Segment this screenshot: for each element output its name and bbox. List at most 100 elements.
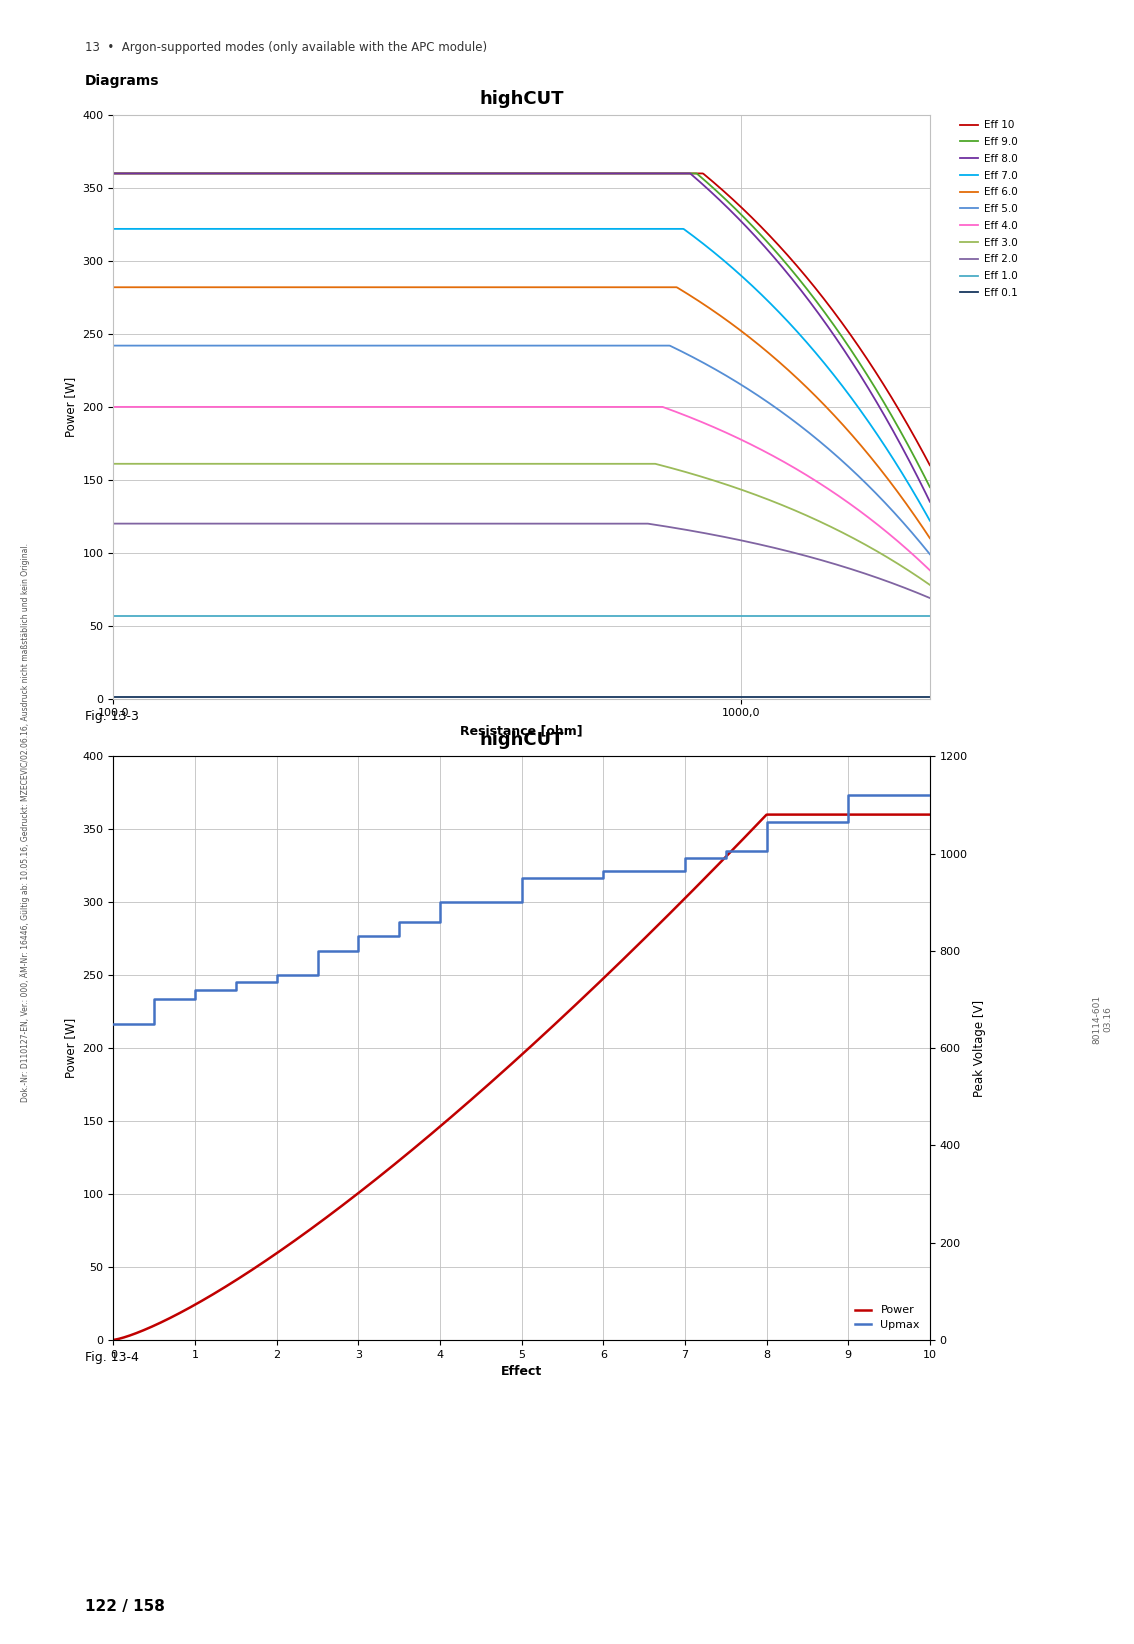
Eff 10 bbox=[191, 164, 204, 184]
Eff 9.0 bbox=[466, 164, 480, 184]
Line: Eff 4.0: Eff 4.0 bbox=[113, 408, 930, 570]
Eff 6.0 bbox=[191, 278, 204, 298]
Eff 4.0 bbox=[923, 561, 937, 580]
Eff 6.0 bbox=[107, 278, 120, 298]
Upmax bbox=[678, 848, 692, 868]
Text: 80114-601
03.16: 80114-601 03.16 bbox=[1092, 995, 1112, 1044]
Eff 0.1 bbox=[437, 687, 450, 707]
Text: 13  •  Argon-supported modes (only available with the APC module): 13 • Argon-supported modes (only availab… bbox=[85, 41, 488, 54]
Upmax bbox=[229, 980, 243, 1000]
Eff 10 bbox=[923, 455, 937, 475]
Line: Eff 8.0: Eff 8.0 bbox=[113, 174, 930, 501]
Eff 9.0 bbox=[923, 477, 937, 496]
Upmax bbox=[107, 1014, 120, 1034]
Eff 8.0 bbox=[923, 492, 937, 511]
Text: Diagrams: Diagrams bbox=[85, 74, 160, 89]
Eff 8.0 bbox=[667, 164, 680, 184]
Upmax bbox=[637, 861, 651, 881]
Line: Eff 6.0: Eff 6.0 bbox=[113, 288, 930, 538]
Eff 0.1 bbox=[466, 687, 480, 707]
Upmax bbox=[188, 990, 202, 1009]
Eff 8.0 bbox=[191, 164, 204, 184]
Eff 8.0 bbox=[107, 164, 120, 184]
Eff 7.0 bbox=[191, 219, 204, 238]
Eff 6.0 bbox=[667, 278, 680, 298]
Eff 7.0 bbox=[437, 219, 450, 238]
Upmax bbox=[923, 786, 937, 806]
Eff 4.0 bbox=[743, 434, 756, 454]
Eff 10 bbox=[758, 220, 771, 240]
Upmax bbox=[433, 912, 447, 932]
Eff 9.0 bbox=[758, 230, 771, 250]
Eff 9.0 bbox=[743, 214, 756, 233]
Eff 8.0 bbox=[437, 164, 450, 184]
Eff 4.0 bbox=[107, 398, 120, 418]
Line: Power: Power bbox=[113, 814, 930, 1340]
Power bbox=[758, 807, 771, 827]
Eff 4.0 bbox=[667, 401, 680, 421]
Y-axis label: Power [W]: Power [W] bbox=[64, 376, 77, 437]
Eff 4.0 bbox=[191, 398, 204, 418]
Eff 7.0 bbox=[107, 219, 120, 238]
Upmax bbox=[392, 912, 406, 932]
Eff 3.0 bbox=[437, 454, 450, 473]
Line: Eff 5.0: Eff 5.0 bbox=[113, 345, 930, 554]
Eff 5.0 bbox=[466, 335, 480, 355]
Eff 4.0 bbox=[758, 442, 771, 462]
Eff 3.0 bbox=[466, 454, 480, 473]
Line: Eff 2.0: Eff 2.0 bbox=[113, 524, 930, 598]
Eff 0.1 bbox=[923, 687, 937, 707]
Eff 7.0 bbox=[758, 288, 771, 307]
Legend: Power, Upmax: Power, Upmax bbox=[850, 1300, 924, 1335]
Upmax bbox=[596, 868, 610, 888]
Eff 10 bbox=[437, 164, 450, 184]
Upmax bbox=[147, 1014, 161, 1034]
Eff 7.0 bbox=[923, 511, 937, 531]
Eff 9.0 bbox=[107, 164, 120, 184]
Title: highCUT: highCUT bbox=[480, 732, 564, 750]
Line: Eff 7.0: Eff 7.0 bbox=[113, 229, 930, 521]
Eff 3.0 bbox=[923, 575, 937, 595]
Power bbox=[191, 1294, 204, 1314]
Eff 3.0 bbox=[107, 454, 120, 473]
Eff 8.0 bbox=[466, 164, 480, 184]
Eff 10 bbox=[107, 164, 120, 184]
Y-axis label: Power [W]: Power [W] bbox=[64, 1018, 77, 1078]
Eff 9.0 bbox=[437, 164, 450, 184]
X-axis label: Effect: Effect bbox=[501, 1365, 542, 1378]
Upmax bbox=[352, 940, 365, 960]
Power bbox=[466, 1088, 480, 1108]
Line: Upmax: Upmax bbox=[113, 796, 930, 1024]
Eff 8.0 bbox=[758, 237, 771, 256]
Power bbox=[923, 804, 937, 824]
Upmax bbox=[311, 940, 324, 960]
Eff 10 bbox=[743, 206, 756, 225]
Eff 4.0 bbox=[437, 398, 450, 418]
Eff 1.0 bbox=[758, 605, 771, 625]
Eff 0.1 bbox=[191, 687, 204, 707]
Eff 6.0 bbox=[466, 278, 480, 298]
X-axis label: Resistance [ohm]: Resistance [ohm] bbox=[460, 723, 583, 737]
Eff 9.0 bbox=[191, 164, 204, 184]
Eff 1.0 bbox=[191, 605, 204, 625]
Y-axis label: Peak Voltage [V]: Peak Voltage [V] bbox=[973, 1000, 987, 1097]
Upmax bbox=[188, 980, 202, 1000]
Eff 5.0 bbox=[191, 335, 204, 355]
Eff 4.0 bbox=[466, 398, 480, 418]
Eff 1.0 bbox=[466, 605, 480, 625]
Eff 3.0 bbox=[667, 459, 680, 478]
Eff 1.0 bbox=[923, 605, 937, 625]
Eff 8.0 bbox=[743, 220, 756, 240]
Eff 5.0 bbox=[667, 337, 680, 357]
Upmax bbox=[229, 973, 243, 993]
Line: Eff 10: Eff 10 bbox=[113, 174, 930, 465]
Upmax bbox=[637, 861, 651, 881]
Power bbox=[743, 822, 756, 842]
Eff 5.0 bbox=[758, 390, 771, 409]
Text: Dok.-Nr: D110127-EN, Ver.: 000, ÄM-Nr: 16446, Gültig ab: 10.05.16, Gedruckt: MZE: Dok.-Nr: D110127-EN, Ver.: 000, ÄM-Nr: 1… bbox=[20, 543, 29, 1101]
Upmax bbox=[760, 842, 773, 861]
Upmax bbox=[719, 848, 733, 868]
Eff 1.0 bbox=[743, 605, 756, 625]
Upmax bbox=[392, 926, 406, 945]
Eff 0.1 bbox=[743, 687, 756, 707]
